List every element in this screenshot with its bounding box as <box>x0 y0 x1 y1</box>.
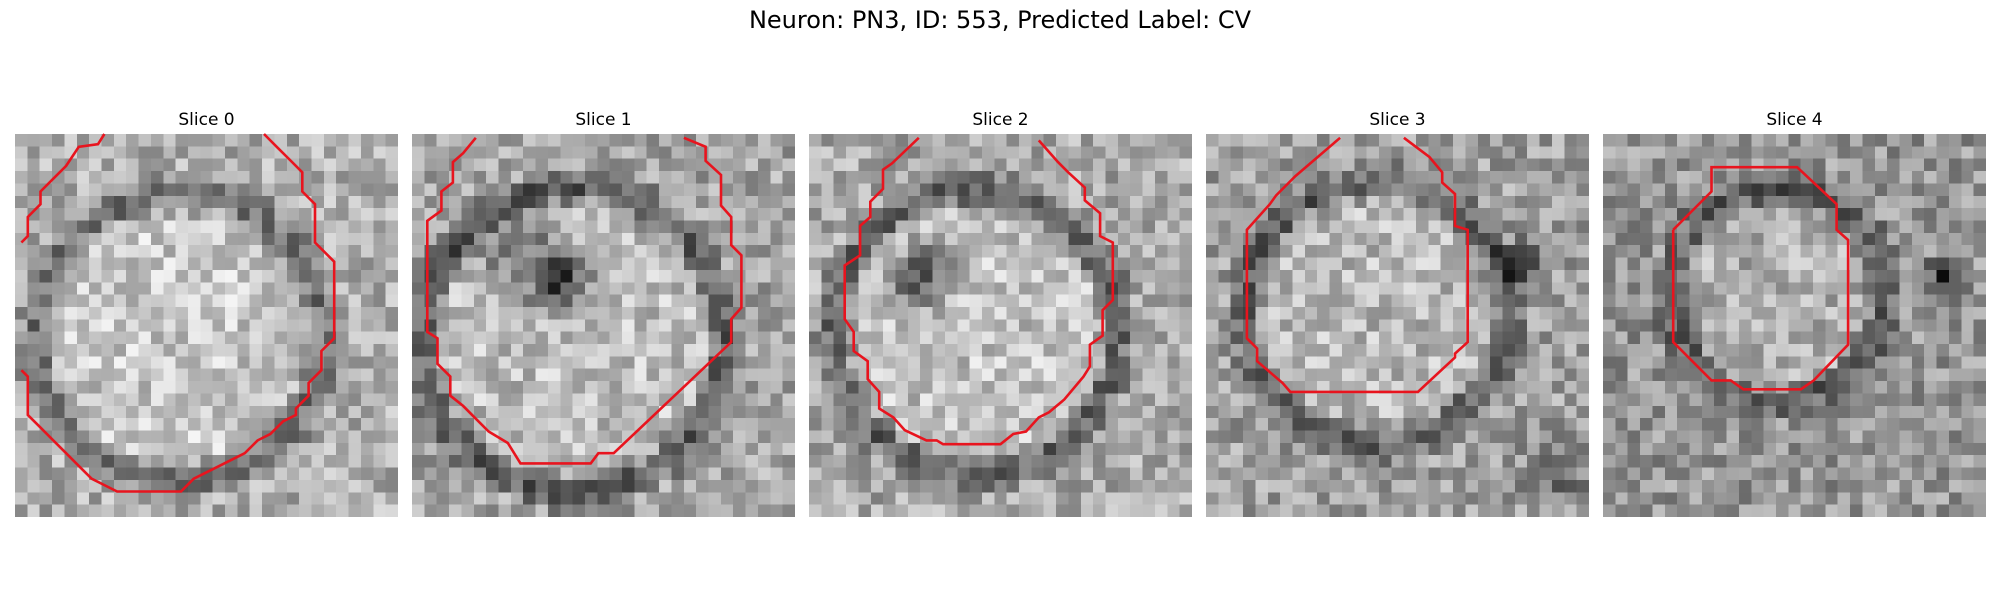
slice-title-4: Slice 4 <box>1766 110 1823 130</box>
slice-panel-2: Slice 2 <box>809 108 1192 517</box>
slice-panel-4: Slice 4 <box>1603 108 1986 517</box>
contour-overlay-3 <box>1245 136 1470 394</box>
figure-title: Neuron: PN3, ID: 553, Predicted Label: C… <box>748 6 1252 34</box>
contour-line-4-0 <box>1671 165 1850 391</box>
contour-overlay-4 <box>1671 165 1850 391</box>
contour-line-3-0 <box>1245 136 1470 394</box>
slice-panel-1: Slice 1 <box>412 108 795 517</box>
grayscale-image-3 <box>1206 134 1589 517</box>
slice-title-0: Slice 0 <box>178 110 235 130</box>
slice-image-0 <box>15 133 398 517</box>
slice-image-3 <box>1206 134 1589 517</box>
contour-overlay-1 <box>426 136 743 465</box>
slice-image-2 <box>809 134 1192 517</box>
contour-overlay-0 <box>20 133 336 493</box>
contour-overlay-2 <box>843 136 1115 446</box>
slice-image-4 <box>1603 134 1986 517</box>
slice-title-2: Slice 2 <box>972 110 1029 130</box>
slice-panel-0: Slice 0 <box>15 108 398 517</box>
contour-line-2-0 <box>843 136 1115 446</box>
contour-line-1-0 <box>426 136 743 465</box>
contour-line-0-0 <box>20 133 106 244</box>
slice-title-1: Slice 1 <box>575 110 632 130</box>
slice-panel-3: Slice 3 <box>1206 108 1589 517</box>
grayscale-image-4 <box>1603 134 1986 517</box>
slice-image-1 <box>412 134 795 517</box>
slice-title-3: Slice 3 <box>1369 110 1426 130</box>
contour-line-0-1 <box>20 133 336 493</box>
